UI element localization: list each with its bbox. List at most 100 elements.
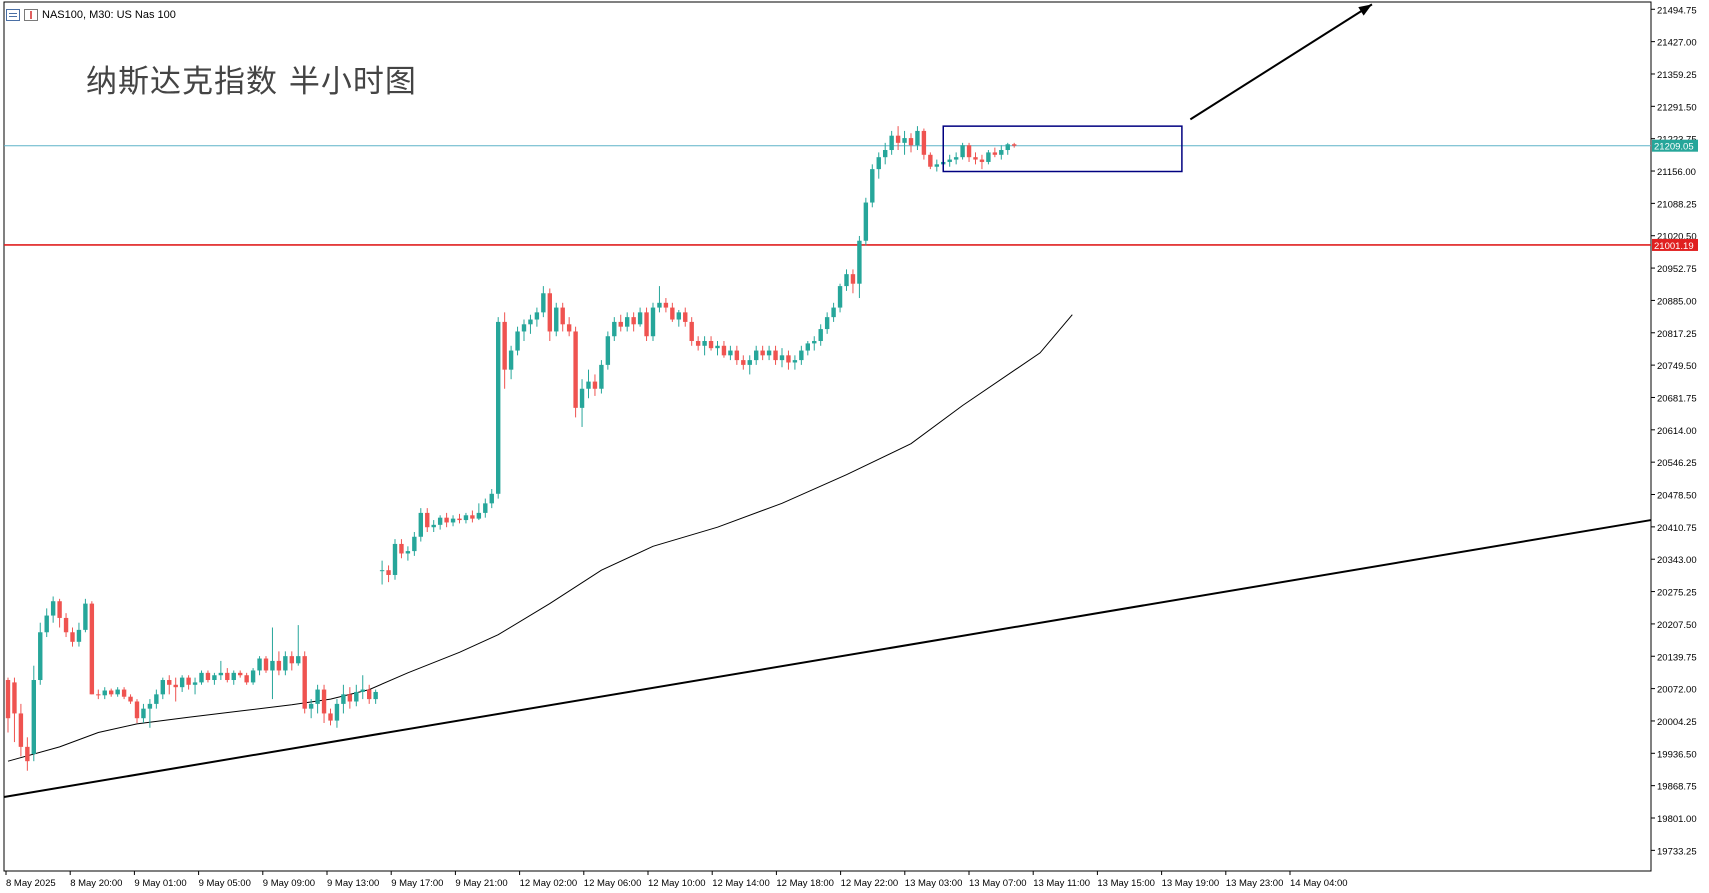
candle-body	[167, 680, 172, 685]
y-tick-label: 19868.75	[1657, 782, 1697, 793]
candle-body	[147, 703, 153, 709]
candle-body	[928, 154, 933, 167]
candle-body	[354, 691, 359, 702]
candle-body	[934, 164, 939, 167]
candle-body	[283, 656, 288, 671]
candle-body	[412, 536, 417, 552]
candle-body	[566, 324, 572, 332]
y-tick-label: 20749.50	[1657, 361, 1697, 372]
candle-body	[689, 321, 694, 342]
x-tick-label: 13 May 07:00	[969, 878, 1027, 889]
candle-body	[199, 672, 204, 683]
candle-body	[857, 240, 862, 284]
candle-body	[657, 302, 662, 308]
y-tick-label: 20207.50	[1657, 620, 1697, 631]
candle-body	[870, 169, 875, 203]
candle-body	[560, 307, 565, 325]
y-tick-label: 20139.75	[1657, 652, 1697, 663]
candle-body	[315, 689, 320, 704]
candle-body	[921, 130, 927, 155]
candle-body	[992, 152, 998, 155]
support-trendline	[3, 519, 1652, 798]
y-tick-label: 21156.00	[1657, 167, 1696, 178]
x-tick-label: 12 May 22:00	[841, 878, 899, 889]
candle-body	[728, 350, 733, 356]
candle-body	[302, 656, 307, 709]
y-tick-label: 20885.00	[1657, 296, 1697, 307]
current-price-label: 21209.05	[1654, 142, 1694, 153]
candle-body	[218, 672, 224, 676]
candle-body	[341, 694, 346, 704]
consolidation-box	[942, 125, 1183, 173]
candle-body	[766, 350, 772, 356]
menu-icon[interactable]	[6, 9, 20, 21]
y-tick-label: 20275.25	[1657, 588, 1697, 599]
candle-body	[102, 690, 107, 696]
candle-body	[83, 603, 88, 630]
candle-body	[63, 617, 69, 633]
candle-body	[379, 570, 385, 572]
candle-body	[547, 293, 552, 332]
candle-body	[289, 656, 294, 664]
candle-body	[999, 150, 1004, 155]
x-tick-label: 13 May 23:00	[1226, 878, 1284, 889]
candle-body	[5, 680, 11, 719]
candle-body	[173, 684, 178, 688]
current-price-tag	[1652, 139, 1698, 152]
y-tick-label: 21494.75	[1657, 5, 1697, 16]
candle-body	[444, 517, 449, 523]
candle-body	[947, 159, 952, 162]
breakout-arrow-line	[1189, 3, 1373, 121]
candle-body	[179, 677, 185, 688]
candle-body	[883, 150, 888, 158]
candle-body	[960, 145, 965, 158]
candle-body	[186, 677, 191, 685]
x-tick-label: 13 May 19:00	[1162, 878, 1220, 889]
y-tick-label: 20681.75	[1657, 393, 1697, 404]
candle-body	[128, 696, 133, 702]
candle-body	[831, 307, 836, 318]
candle-body	[979, 159, 985, 162]
candle-body	[109, 690, 114, 695]
candle-body	[779, 355, 785, 361]
candle-body	[844, 274, 849, 287]
x-tick-label: 8 May 2025	[6, 878, 56, 889]
candle-body	[1012, 144, 1017, 146]
candle-body	[386, 570, 391, 575]
x-tick-label: 13 May 11:00	[1033, 878, 1090, 889]
y-tick-label: 21427.00	[1657, 38, 1697, 49]
candle-body	[347, 694, 353, 702]
candle-body	[425, 512, 430, 528]
y-tick-label: 21291.50	[1657, 102, 1697, 113]
x-tick-label: 9 May 09:00	[263, 878, 315, 889]
y-tick-label: 20817.25	[1657, 329, 1697, 340]
y-tick-label: 21088.25	[1657, 199, 1697, 210]
candle-body	[192, 682, 198, 685]
candle-body	[812, 341, 817, 344]
candle-body	[399, 543, 404, 554]
candle-body	[212, 675, 217, 681]
candle-body	[895, 135, 901, 143]
candle-body	[644, 312, 649, 337]
candle-body	[418, 512, 423, 537]
candle-body	[276, 660, 282, 671]
candle-body	[773, 350, 778, 361]
resistance-price-tag	[1652, 238, 1698, 251]
candle-body	[44, 615, 49, 633]
candle-body	[515, 331, 520, 351]
candle-body	[747, 360, 752, 365]
candle-body	[160, 680, 165, 695]
candle-body	[134, 701, 140, 719]
x-tick-label: 9 May 01:00	[134, 878, 186, 889]
candle-type-icon[interactable]	[24, 9, 38, 21]
y-tick-label: 19936.50	[1657, 749, 1697, 760]
candle-body	[986, 152, 991, 162]
candle-body	[876, 157, 881, 170]
x-tick-label: 12 May 18:00	[776, 878, 834, 889]
candle-body	[141, 708, 146, 719]
y-tick-label: 19733.25	[1657, 846, 1697, 857]
y-tick-label: 20072.00	[1657, 685, 1697, 696]
candle-body	[715, 345, 720, 349]
